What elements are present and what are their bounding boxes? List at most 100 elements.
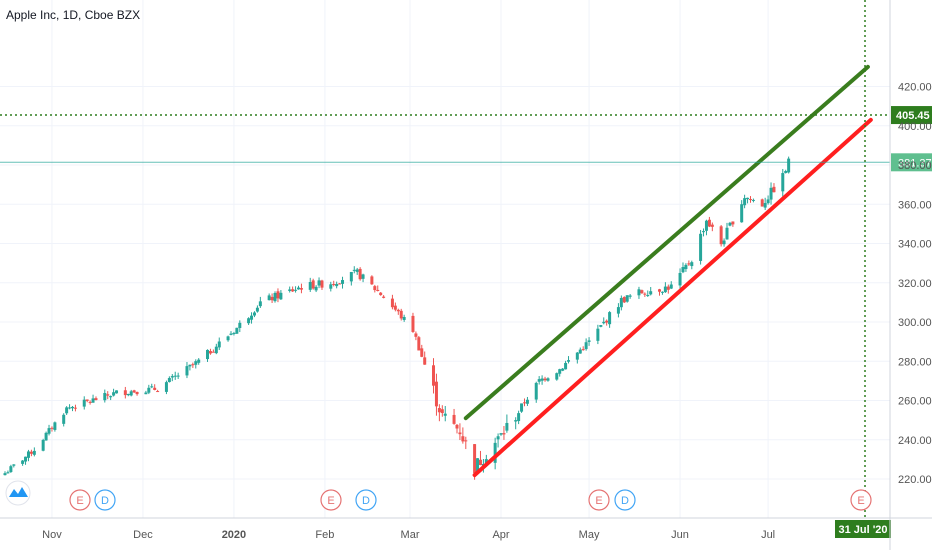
earnings-event-icon[interactable]: E bbox=[69, 489, 91, 511]
candle-body bbox=[534, 382, 538, 400]
candle-body bbox=[373, 286, 377, 291]
candle-body bbox=[206, 349, 210, 360]
candle-body bbox=[214, 346, 218, 354]
candle-body bbox=[167, 378, 171, 383]
candle-body bbox=[255, 307, 259, 312]
candle-body bbox=[358, 268, 362, 280]
price-tick-label: 360.00 bbox=[898, 199, 932, 211]
candle-body bbox=[581, 349, 585, 351]
time-tick-label: 2020 bbox=[222, 529, 246, 541]
candle-body bbox=[24, 456, 28, 462]
candle-body bbox=[21, 460, 25, 464]
candle-body bbox=[88, 401, 92, 403]
candle-body bbox=[452, 414, 456, 424]
candle-body bbox=[772, 186, 776, 193]
logo-mark bbox=[9, 487, 28, 497]
candle-body bbox=[543, 378, 547, 381]
candle-body bbox=[440, 409, 444, 414]
candle-body bbox=[314, 286, 318, 291]
time-tick-label: Mar bbox=[401, 529, 420, 541]
candle-body bbox=[279, 292, 283, 300]
price-tick-label: 340.00 bbox=[898, 239, 932, 251]
candle-body bbox=[150, 386, 154, 388]
candle-body bbox=[211, 351, 215, 353]
candle-body bbox=[382, 296, 386, 298]
candle-body bbox=[194, 361, 198, 365]
candle-body bbox=[232, 333, 236, 335]
candle-body bbox=[82, 399, 86, 407]
event-circle bbox=[355, 489, 377, 511]
candle-body bbox=[217, 341, 221, 348]
dividend-event-icon[interactable]: D bbox=[94, 489, 116, 511]
candle-body bbox=[252, 312, 256, 316]
candle-body bbox=[9, 466, 13, 472]
candle-body bbox=[44, 432, 48, 441]
event-circle bbox=[614, 489, 636, 511]
candle-body bbox=[728, 222, 732, 226]
event-circle bbox=[320, 489, 342, 511]
price-tick-label: 260.00 bbox=[898, 396, 932, 408]
target-price-label: 405.45 bbox=[896, 110, 930, 122]
candle-body bbox=[502, 433, 506, 435]
overlays: 381.37 405.45 31 Jul '20 bbox=[0, 0, 932, 538]
candle-body bbox=[564, 362, 568, 370]
candle-body bbox=[12, 464, 16, 466]
candle-body bbox=[6, 472, 10, 474]
dividend-event-icon[interactable]: D bbox=[355, 489, 377, 511]
candle-body bbox=[663, 286, 667, 293]
target-date-label: 31 Jul '20 bbox=[838, 524, 887, 536]
candle-body bbox=[26, 451, 30, 458]
candle-body bbox=[65, 407, 69, 414]
candle-body bbox=[710, 224, 714, 227]
candle-body bbox=[170, 376, 174, 378]
candle-body bbox=[420, 348, 424, 357]
channel-upper-line bbox=[463, 64, 870, 421]
candle-body bbox=[153, 387, 157, 390]
candle-body bbox=[643, 293, 647, 295]
candle-body bbox=[68, 407, 72, 409]
candle-body bbox=[584, 342, 588, 350]
channel-lower-line bbox=[472, 117, 873, 478]
candle-body bbox=[540, 378, 544, 381]
candle-body bbox=[731, 221, 735, 225]
tradingview-logo-icon bbox=[5, 480, 31, 506]
candle-body bbox=[628, 295, 632, 297]
candle-body bbox=[458, 432, 462, 435]
candle-body bbox=[616, 307, 620, 314]
event-label: E bbox=[76, 495, 83, 507]
candle-body bbox=[658, 289, 662, 292]
candle-body bbox=[719, 226, 723, 245]
time-tick-label: Feb bbox=[315, 529, 334, 541]
price-tick-label: 400.00 bbox=[898, 121, 932, 133]
last-price-label: 381.37 bbox=[898, 157, 932, 169]
candle-body bbox=[417, 337, 421, 351]
candle-body bbox=[112, 392, 116, 396]
candle-body bbox=[144, 392, 148, 395]
candle-body bbox=[311, 280, 315, 289]
candle-body bbox=[537, 379, 541, 382]
earnings-event-icon[interactable]: E bbox=[850, 489, 872, 511]
event-label: D bbox=[621, 495, 629, 507]
event-circle bbox=[850, 489, 872, 511]
candle-body bbox=[740, 204, 744, 223]
candle-body bbox=[32, 450, 36, 455]
logo-circle bbox=[5, 480, 31, 506]
candle-body bbox=[235, 327, 239, 334]
candle-body bbox=[126, 393, 130, 396]
candle-body bbox=[522, 402, 526, 404]
candle-body bbox=[660, 291, 664, 293]
candle-body bbox=[748, 199, 752, 201]
candle-body bbox=[352, 269, 356, 271]
candle-body bbox=[379, 292, 383, 296]
event-circle bbox=[69, 489, 91, 511]
dividend-event-icon[interactable]: D bbox=[614, 489, 636, 511]
candle-body bbox=[722, 240, 726, 245]
earnings-event-icon[interactable]: E bbox=[588, 489, 610, 511]
candle-body bbox=[784, 171, 788, 173]
earnings-event-icon[interactable]: E bbox=[320, 489, 342, 511]
candle-body bbox=[608, 312, 612, 325]
event-label: E bbox=[327, 495, 334, 507]
candle-body bbox=[361, 274, 365, 279]
candle-body bbox=[640, 290, 644, 294]
